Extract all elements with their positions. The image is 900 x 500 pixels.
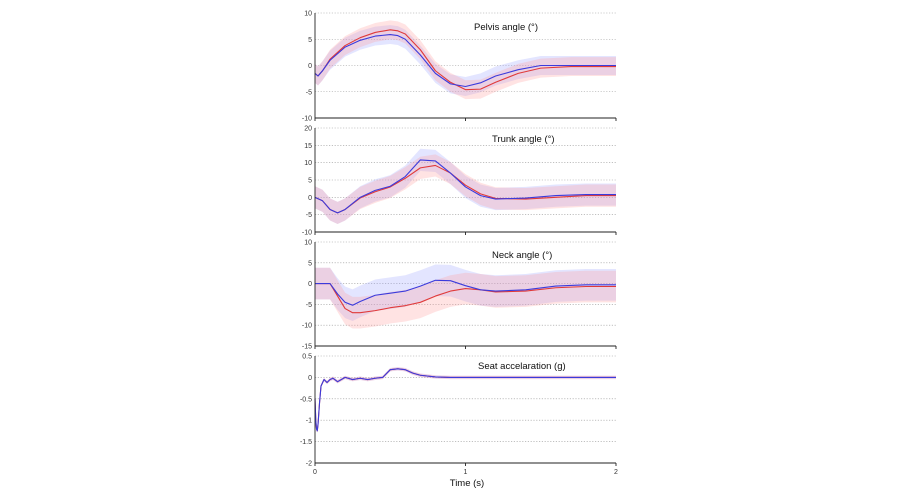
y-tick-label: 10 (304, 240, 312, 247)
panel-1: -10 -5 0 5 10 Pelvis angle (°) (302, 11, 617, 123)
y-tick-label: -5 (306, 302, 312, 309)
blue-mean-line (314, 368, 616, 432)
x-tick-label: 0 (313, 469, 317, 476)
blue-mean-line (315, 279, 616, 306)
x-tick-label: 1 (464, 469, 468, 476)
y-tick-label: -10 (302, 323, 312, 330)
y-tick-label: -1.5 (300, 439, 312, 446)
blue-confidence-band (315, 264, 616, 322)
panel-2: -10 -5 0 5 10 15 20 Trunk angle (°) (302, 126, 617, 237)
y-tick-label: -15 (302, 344, 312, 351)
panel-title: Neck angle (°) (492, 250, 552, 261)
y-tick-label: -10 (302, 230, 312, 237)
x-axis-label: Time (s) (450, 478, 484, 489)
panel-title: Trunk angle (°) (492, 134, 555, 145)
blue-mean-line (314, 33, 616, 88)
panel-title: Pelvis angle (°) (474, 22, 538, 33)
panel-3: -15 -10 -5 0 5 10 Neck angle (°) (302, 240, 617, 351)
y-tick-label: 20 (304, 126, 312, 133)
y-tick-label: -5 (306, 89, 312, 96)
y-tick-label: 10 (304, 160, 312, 167)
y-tick-label: -5 (306, 212, 312, 219)
y-tick-label: 15 (304, 143, 312, 150)
y-tick-label: -2 (306, 461, 312, 468)
x-tick-label: 2 (614, 469, 618, 476)
blue-confidence-band (315, 25, 616, 96)
blue-mean-line (314, 159, 616, 214)
y-tick-label: -1 (306, 418, 312, 425)
y-tick-label: 5 (308, 178, 312, 185)
y-tick-label: -0.5 (300, 396, 312, 403)
red-mean-line (314, 29, 616, 91)
panel-4: -2 -1.5 -1 -0.5 0 0.5 Seat accelaration (g) (300, 354, 617, 468)
y-tick-label: 0 (308, 375, 312, 382)
y-tick-label: -10 (302, 116, 312, 123)
red-confidence-band (315, 154, 616, 225)
red-confidence-band (315, 20, 616, 100)
panel-title: Seat accelaration (g) (478, 361, 566, 372)
y-tick-label: 0 (308, 195, 312, 202)
y-tick-label: 0 (308, 281, 312, 288)
y-tick-label: 5 (308, 37, 312, 44)
red-mean-line (315, 283, 616, 314)
y-tick-label: 0 (308, 63, 312, 70)
red-confidence-band (315, 267, 616, 329)
y-tick-label: 5 (308, 260, 312, 267)
y-tick-label: 10 (304, 11, 312, 18)
y-tick-label: 0.5 (302, 354, 312, 361)
